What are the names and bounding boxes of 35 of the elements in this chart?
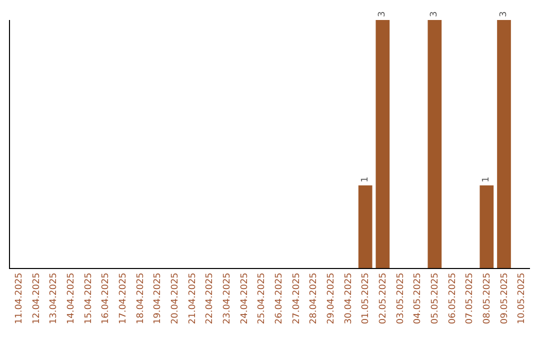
x-tick-label: 12.04.2025 [32,272,42,324]
x-tick-label: 15.04.2025 [84,272,94,324]
x-tick-label: 20.04.2025 [170,272,181,324]
x-tick-label: 07.05.2025 [465,272,476,324]
x-tick-label: 11.04.2025 [14,272,25,324]
data-label: 1 [482,176,492,182]
x-tick-label: 01.05.2025 [361,272,372,324]
x-tick-label: 03.05.2025 [396,272,406,324]
x-tick-label: 06.05.2025 [448,272,458,324]
data-label: 3 [430,11,440,17]
x-tick-label: 13.04.2025 [49,272,60,324]
x-tick-label: 02.05.2025 [378,272,389,324]
x-tick-label: 26.04.2025 [274,272,285,324]
x-tick-label: 17.04.2025 [118,272,129,324]
x-tick-label: 04.05.2025 [413,272,424,324]
x-tick-label: 16.04.2025 [101,272,112,324]
x-tick-label: 29.04.2025 [326,272,337,324]
data-label: 1 [360,176,370,182]
x-tick-label: 27.04.2025 [292,272,302,324]
x-tick-label: 14.04.2025 [66,272,77,324]
x-tick-label: 25.04.2025 [257,272,268,324]
x-tick-label: 08.05.2025 [482,272,493,324]
data-label: 3 [378,11,388,17]
data-label: 3 [499,11,509,17]
x-tick-label: 19.04.2025 [153,272,164,324]
x-tick-label: 05.05.2025 [430,272,441,324]
x-tick-label: 28.04.2025 [309,272,320,324]
x-tick-label: 10.05.2025 [517,272,528,324]
x-tick-label: 21.04.2025 [188,272,198,324]
x-tick-label: 22.04.2025 [205,272,216,324]
x-tick-label: 24.04.2025 [240,272,250,324]
x-tick-label: 30.04.2025 [344,272,354,324]
x-tick-label: 18.04.2025 [136,272,146,324]
x-tick-label: 23.04.2025 [222,272,233,324]
x-tick-label: 09.05.2025 [500,272,510,324]
